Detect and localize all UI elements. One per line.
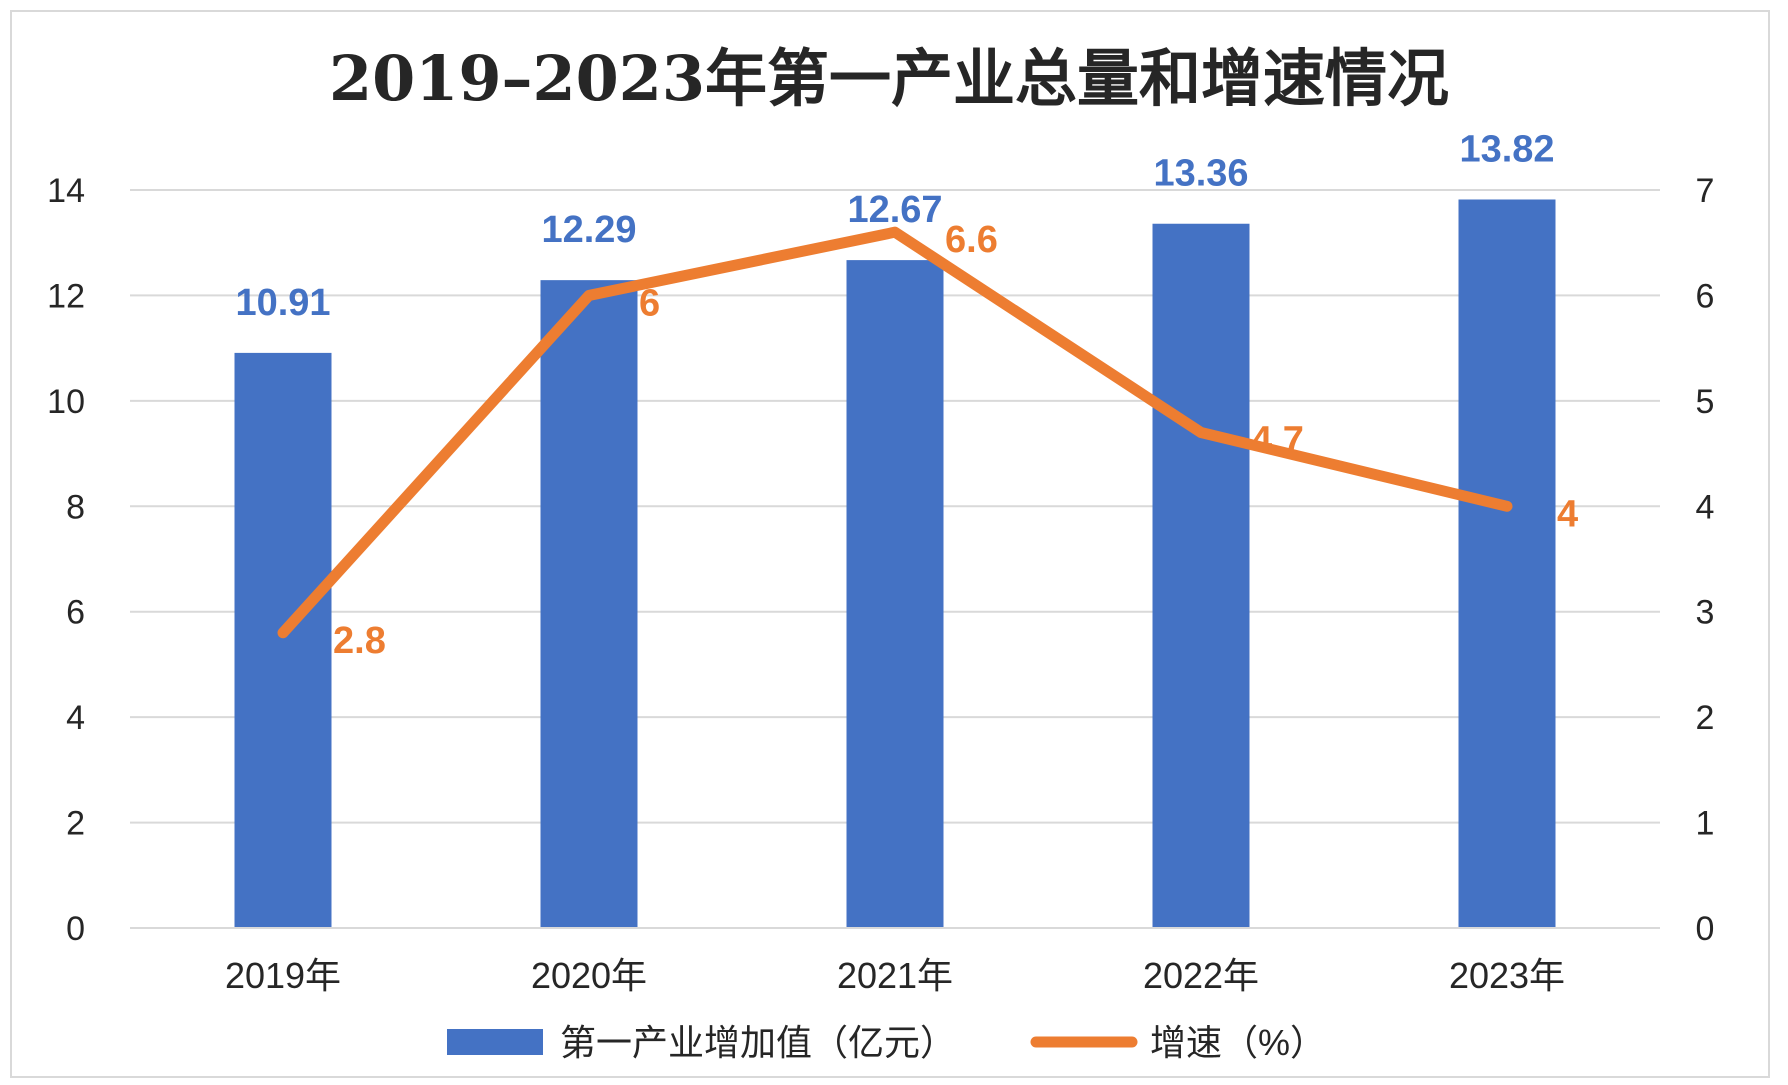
line-point <box>282 631 284 634</box>
line-data-label: 2.8 <box>333 620 386 662</box>
y-right-tick-label: 1 <box>1696 805 1715 843</box>
y-right-tick-label: 7 <box>1696 172 1715 210</box>
bar-data-label: 13.36 <box>1153 153 1248 195</box>
line-data-label: 6.6 <box>945 219 998 261</box>
data-labels: 10.91 12.29 12.67 13.36 13.82 2.8 6 6.6 4.7 4 <box>235 128 1578 661</box>
bar <box>234 352 332 928</box>
line-data-label: 6 <box>639 282 660 324</box>
y-left-tick-label: 14 <box>47 172 85 210</box>
y-right-tick-label: 2 <box>1696 699 1715 737</box>
y-left-tick-label: 2 <box>66 805 85 843</box>
line-point <box>1506 505 1508 508</box>
line-data-label: 4 <box>1557 493 1578 535</box>
y-left-tick-label: 4 <box>66 699 85 737</box>
bar-data-label: 10.91 <box>235 282 330 324</box>
y-right-tick-label: 4 <box>1696 488 1715 526</box>
y-left-tick-label: 10 <box>47 383 85 421</box>
bar <box>540 280 638 928</box>
y-left-tick-label: 0 <box>66 910 85 948</box>
legend-swatch-bar <box>447 1029 543 1055</box>
x-tick-label: 2023年 <box>1449 955 1565 996</box>
line-point <box>588 294 590 297</box>
y-right-tick-label: 5 <box>1696 383 1715 421</box>
y-right-tick-label: 0 <box>1696 910 1715 948</box>
line-point <box>1200 431 1202 434</box>
y-right-tick-label: 6 <box>1696 277 1715 315</box>
y-right-tick-label: 3 <box>1696 594 1715 632</box>
bar <box>1152 223 1250 929</box>
x-tick-label: 2022年 <box>1143 955 1259 996</box>
y-left-tick-label: 8 <box>66 488 85 526</box>
bar-data-label: 12.29 <box>541 209 636 251</box>
line-point <box>894 231 896 234</box>
bar <box>1458 199 1556 928</box>
bar-data-label: 13.82 <box>1459 128 1554 170</box>
x-tick-label: 2020年 <box>531 955 647 996</box>
legend: 第一产业增加值（亿元） 增速（%） <box>447 1022 1326 1063</box>
legend-label-line: 增速（%） <box>1150 1022 1326 1063</box>
y-left-tick-label: 12 <box>47 277 85 315</box>
chart-title: 2019–2023年第一产业总量和增速情况 <box>329 42 1449 115</box>
x-tick-label: 2021年 <box>837 955 953 996</box>
legend-label-bar: 第一产业增加值（亿元） <box>560 1022 956 1063</box>
x-tick-label: 2019年 <box>225 955 341 996</box>
y-left-tick-label: 6 <box>66 594 85 632</box>
bar-series <box>234 199 1556 929</box>
line-data-label: 4.7 <box>1251 419 1304 461</box>
bar <box>846 260 944 928</box>
line-series <box>277 226 1513 639</box>
bar-data-label: 12.67 <box>847 189 942 231</box>
